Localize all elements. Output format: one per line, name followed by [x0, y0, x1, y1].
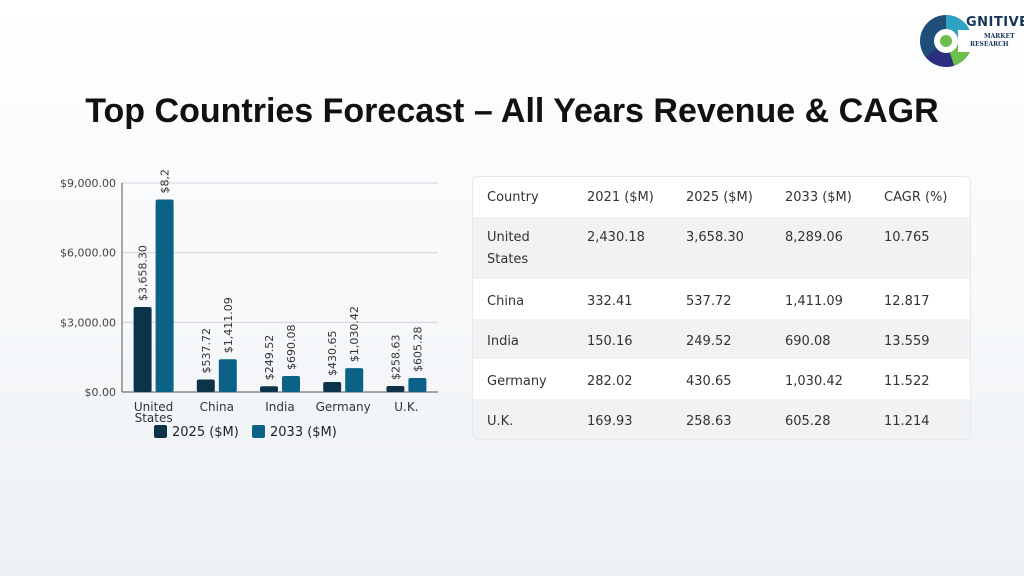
column-header-2033: 2033 ($M)	[785, 189, 852, 205]
bar-value-label: $249.52	[263, 335, 276, 381]
x-tick-label: U.K.	[394, 400, 418, 414]
cell-2021: 150.16	[587, 334, 633, 349]
legend-label: 2033 ($M)	[270, 425, 337, 440]
y-tick-label: $9,000.00	[60, 177, 116, 190]
cell-2033: 690.08	[785, 334, 831, 349]
bar	[282, 375, 300, 392]
legend-label: 2025 ($M)	[172, 425, 239, 440]
cell-2021: 332.41	[587, 294, 633, 309]
cell-2033: 605.28	[785, 414, 831, 429]
bar	[386, 385, 405, 392]
cell-2025: 3,658.30	[686, 230, 744, 245]
bar-value-label: $1,411.09	[222, 297, 235, 353]
bar-value-label: $8,289.06	[159, 170, 172, 194]
table-row: India 150.16 249.52 690.08 13.559	[473, 319, 970, 359]
column-header-2025: 2025 ($M)	[686, 189, 753, 205]
cell-cagr: 11.522	[884, 374, 930, 389]
cell-country: Germany	[487, 374, 547, 389]
bar	[218, 359, 237, 392]
cell-cagr: 11.214	[884, 414, 930, 429]
y-tick-label: $3,000.00	[60, 316, 116, 329]
page-title: Top Countries Forecast – All Years Reven…	[85, 92, 939, 130]
cell-country: China	[487, 294, 525, 309]
bar-value-label: $3,658.30	[137, 245, 150, 301]
table-row: United States 2,430.18 3,658.30 8,289.06…	[473, 217, 970, 279]
cell-cagr: 13.559	[884, 334, 930, 349]
bar-value-label: $430.65	[326, 330, 339, 376]
forecast-table-card: Country 2021 ($M) 2025 ($M) 2033 ($M) CA…	[472, 176, 971, 440]
bar	[408, 377, 427, 392]
cell-2033: 1,411.09	[785, 294, 843, 309]
bar-value-label: $258.63	[389, 334, 402, 380]
logo-subtitle-market: MARKET	[984, 33, 1015, 40]
cell-2025: 537.72	[686, 294, 732, 309]
cell-2021: 169.93	[587, 414, 633, 429]
bar	[155, 199, 174, 392]
bar	[260, 386, 278, 392]
bar-chart: $0.00 $3,000.00 $6,000.00 $9,000.00 $3,658.3…	[60, 170, 438, 440]
x-tick-label: States	[135, 411, 173, 425]
cell-2025: 258.63	[686, 414, 732, 429]
x-tick-label: Germany	[316, 400, 371, 414]
company-logo	[920, 15, 974, 67]
cell-2021: 282.02	[587, 374, 633, 389]
legend-swatch	[154, 425, 167, 438]
cell-country: U.K.	[487, 414, 514, 429]
cell-2021: 2,430.18	[587, 230, 645, 245]
cell-2033: 1,030.42	[785, 374, 843, 389]
forecast-table: Country 2021 ($M) 2025 ($M) 2033 ($M) CA…	[473, 177, 970, 439]
x-tick-label: United	[134, 400, 173, 414]
table-row: China 332.41 537.72 1,411.09 12.817	[473, 279, 970, 319]
logo-wordmark: GNITIVE	[966, 15, 1024, 30]
bar-value-label: $690.08	[285, 324, 298, 370]
bar-value-label: $537.72	[200, 328, 213, 374]
table-row: U.K. 169.93 258.63 605.28 11.214	[473, 399, 970, 439]
cell-cagr: 10.765	[884, 230, 930, 245]
column-header-country: Country	[487, 189, 539, 205]
bar-value-label: $1,030.42	[348, 306, 361, 362]
x-tick-label: China	[200, 400, 234, 414]
cell-country: India	[487, 334, 519, 349]
bar	[345, 368, 364, 392]
bar-value-label: $605.28	[411, 326, 424, 372]
y-tick-label: $0.00	[85, 386, 117, 399]
column-header-2021: 2021 ($M)	[587, 189, 654, 205]
y-tick-label: $6,000.00	[60, 247, 116, 260]
cell-2025: 430.65	[686, 374, 732, 389]
column-header-cagr: CAGR (%)	[884, 189, 948, 205]
x-tick-label: India	[265, 400, 294, 414]
cell-2025: 249.52	[686, 334, 732, 349]
table-header-row: Country 2021 ($M) 2025 ($M) 2033 ($M) CA…	[473, 177, 970, 217]
legend-swatch	[252, 425, 265, 438]
bar	[323, 381, 342, 392]
logo-subtitle-research: RESEARCH	[970, 41, 1009, 48]
table-row: Germany 282.02 430.65 1,030.42 11.522	[473, 359, 970, 399]
cell-country: United States	[487, 230, 530, 267]
bar	[196, 379, 215, 392]
cell-2033: 8,289.06	[785, 230, 843, 245]
bar	[133, 307, 152, 392]
cell-cagr: 12.817	[884, 294, 930, 309]
